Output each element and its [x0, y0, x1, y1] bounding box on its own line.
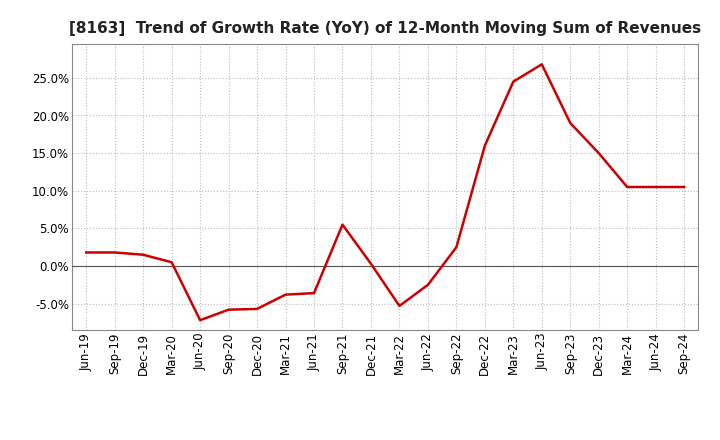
Title: [8163]  Trend of Growth Rate (YoY) of 12-Month Moving Sum of Revenues: [8163] Trend of Growth Rate (YoY) of 12-…: [69, 21, 701, 36]
